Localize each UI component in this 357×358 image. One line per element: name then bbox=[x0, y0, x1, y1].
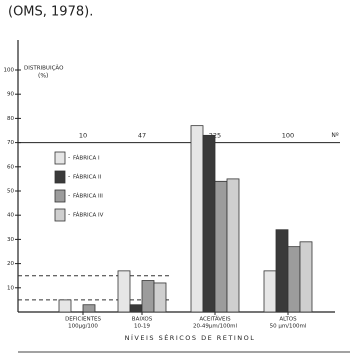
y-tick-label: 10 bbox=[7, 285, 14, 291]
bar bbox=[141, 280, 155, 313]
bar bbox=[129, 304, 143, 313]
x-tick-sublabel: 10-19 bbox=[134, 324, 150, 330]
y-tick-label: 30 bbox=[7, 237, 14, 243]
bar bbox=[58, 299, 72, 313]
y-tick-label: 70 bbox=[7, 140, 14, 146]
legend-label: FÁBRICA I bbox=[73, 155, 100, 162]
y-tick-label: 100 bbox=[4, 68, 15, 74]
legend-swatch bbox=[54, 170, 66, 184]
legend-dash: - bbox=[68, 193, 70, 200]
count-label: 47 bbox=[138, 132, 146, 140]
y-tick-label: 20 bbox=[7, 261, 14, 267]
bar bbox=[82, 304, 96, 313]
counts-header: Nº bbox=[331, 132, 338, 139]
y-label: DISTRIBUIÇÃO bbox=[24, 65, 64, 72]
y-unit: (%) bbox=[38, 73, 48, 80]
legend-dash: - bbox=[68, 174, 70, 181]
bar bbox=[190, 125, 204, 313]
bar bbox=[153, 282, 167, 313]
y-tick-label: 50 bbox=[7, 189, 14, 195]
legend-dash: - bbox=[68, 155, 70, 162]
bar bbox=[117, 270, 131, 313]
x-tick-label: ALTOS bbox=[279, 317, 297, 323]
legend-swatch bbox=[54, 208, 66, 222]
y-tick-label: 80 bbox=[7, 116, 14, 122]
y-tick-label: 40 bbox=[7, 213, 14, 219]
x-tick-label: BAIXOS bbox=[132, 317, 153, 323]
legend-label: FÁBRICA IV bbox=[73, 212, 104, 219]
count-label: 10 bbox=[79, 132, 87, 140]
x-label: NÍVEIS SÉRICOS DE RETINOL bbox=[125, 333, 256, 342]
count-label: 100 bbox=[282, 132, 294, 140]
x-tick-label: ACEITÁVEIS bbox=[199, 316, 231, 323]
legend-swatch bbox=[54, 189, 66, 203]
x-tick-label: DEFICIENTES bbox=[65, 317, 101, 323]
legend-swatch bbox=[54, 151, 66, 165]
legend-dash: - bbox=[68, 212, 70, 219]
bar bbox=[202, 134, 216, 313]
y-tick-label: 90 bbox=[7, 92, 14, 98]
bar bbox=[226, 178, 240, 313]
bar bbox=[214, 180, 228, 313]
legend-label: FÁBRICA II bbox=[73, 174, 102, 181]
bar bbox=[287, 246, 301, 313]
bar bbox=[299, 241, 313, 313]
header-text: (OMS, 1978). bbox=[8, 5, 93, 20]
x-tick-sublabel: 20-49µm/100ml bbox=[193, 324, 238, 330]
x-tick-sublabel: 50 µm/100ml bbox=[270, 324, 307, 330]
legend-label: FÁBRICA III bbox=[73, 193, 103, 200]
bar bbox=[263, 270, 277, 313]
bar bbox=[275, 229, 289, 313]
y-tick-label: 60 bbox=[7, 164, 14, 170]
x-tick-sublabel: 100µg/100 bbox=[68, 324, 98, 330]
